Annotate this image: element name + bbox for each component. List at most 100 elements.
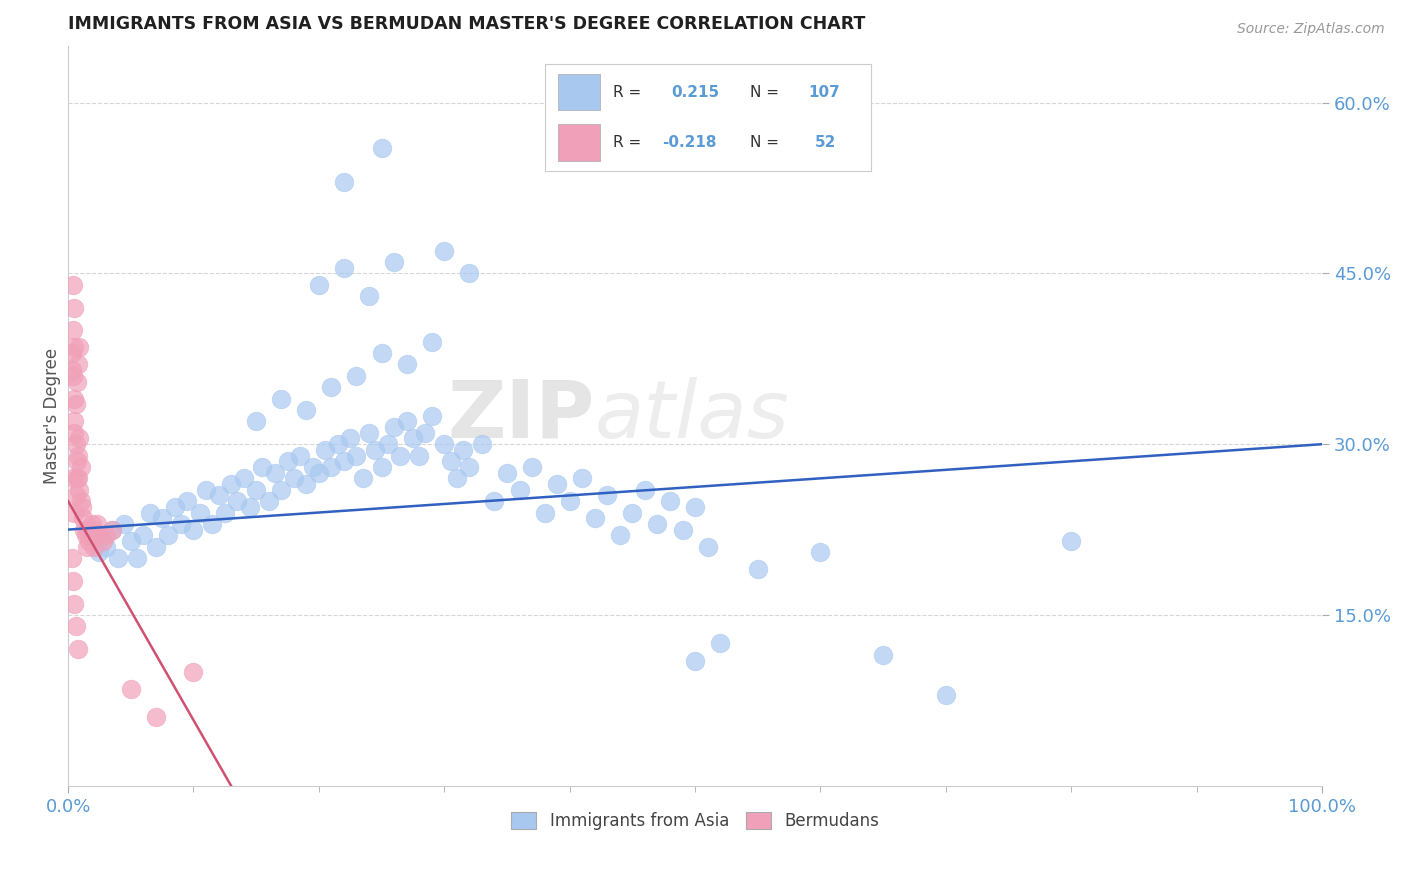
Text: Source: ZipAtlas.com: Source: ZipAtlas.com [1237,22,1385,37]
Point [264,466,287,480]
Point [66,471,89,485]
Point [62,471,84,485]
Point [69,494,91,508]
Point [62,323,84,337]
Point [295,477,318,491]
Point [138,506,160,520]
Point [120,681,142,696]
Point [67,471,90,485]
Point [170,516,193,531]
Point [132,528,155,542]
Point [295,403,318,417]
Y-axis label: Master's Degree: Master's Degree [44,348,60,483]
Point [382,255,405,269]
Point [125,551,148,566]
Point [120,533,142,548]
Point [75,528,97,542]
Point [370,141,392,155]
Point [458,266,481,280]
Point [257,494,280,508]
Point [219,477,242,491]
Point [94,540,117,554]
Point [270,392,292,406]
Point [101,523,124,537]
Point [321,460,343,475]
Point [308,466,330,480]
Point [72,511,94,525]
Point [63,506,86,520]
Point [872,648,894,662]
Point [288,449,311,463]
Point [446,471,468,485]
Point [79,533,101,548]
Point [810,545,832,559]
Point [79,528,101,542]
Point [558,494,581,508]
Point [207,488,229,502]
Point [73,523,96,537]
Point [62,574,84,588]
Point [91,533,114,548]
Point [65,397,87,411]
Point [86,516,108,531]
Point [252,460,274,475]
Point [67,340,90,354]
Point [82,523,104,537]
Point [671,523,693,537]
Point [333,260,356,275]
Point [346,368,368,383]
Point [82,528,104,542]
Point [84,528,107,542]
Point [1060,533,1083,548]
Text: atlas: atlas [595,376,790,455]
Point [596,488,619,502]
Point [63,425,86,440]
Point [67,483,90,497]
Point [163,500,186,514]
Legend: Immigrants from Asia, Bermudans: Immigrants from Asia, Bermudans [505,805,886,837]
Point [352,471,374,485]
Point [496,466,519,480]
Point [370,346,392,360]
Point [520,460,543,475]
Point [239,500,262,514]
Point [145,710,167,724]
Point [326,437,349,451]
Point [408,449,430,463]
Point [377,437,399,451]
Point [183,665,205,679]
Point [67,642,90,657]
Point [301,460,323,475]
Point [659,494,682,508]
Point [339,432,361,446]
Point [69,460,91,475]
Point [546,477,568,491]
Point [389,449,412,463]
Point [60,551,83,566]
Point [395,414,418,428]
Point [245,414,267,428]
Point [183,523,205,537]
Point [683,500,706,514]
Point [709,636,731,650]
Point [382,420,405,434]
Point [63,340,86,354]
Point [76,540,98,554]
Point [609,528,631,542]
Point [67,449,90,463]
Point [83,540,105,554]
Point [114,516,136,531]
Point [67,432,90,446]
Point [157,528,180,542]
Point [63,301,86,315]
Point [346,449,368,463]
Text: ZIP: ZIP [447,376,595,455]
Point [77,523,100,537]
Point [634,483,657,497]
Point [195,483,218,497]
Point [65,619,87,633]
Point [67,358,90,372]
Point [333,454,356,468]
Point [433,437,456,451]
Point [80,516,103,531]
